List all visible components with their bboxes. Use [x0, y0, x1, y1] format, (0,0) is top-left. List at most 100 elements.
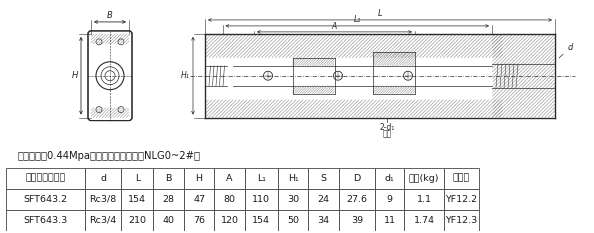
Text: 34: 34	[318, 216, 330, 225]
Bar	[444, 189, 479, 210]
Bar	[308, 168, 339, 189]
Text: H: H	[195, 174, 203, 183]
Text: 80: 80	[223, 195, 235, 204]
Bar	[245, 210, 278, 231]
Text: A: A	[332, 22, 337, 31]
Circle shape	[264, 71, 273, 80]
Bar	[184, 189, 214, 210]
Bar	[85, 168, 121, 189]
Text: 76: 76	[193, 216, 205, 225]
Text: 开启压力：0.44Mpa，使用介质：润滑脴NLG0~2#。: 开启压力：0.44Mpa，使用介质：润滑脴NLG0~2#。	[18, 151, 201, 161]
Bar	[153, 210, 184, 231]
Bar	[205, 34, 503, 58]
Bar	[85, 189, 121, 210]
Bar	[245, 168, 278, 189]
Text: D: D	[353, 174, 361, 183]
FancyBboxPatch shape	[88, 31, 132, 120]
Text: 40: 40	[163, 216, 175, 225]
Text: YF12.2: YF12.2	[446, 195, 478, 204]
Bar	[233, 66, 492, 86]
Text: 154: 154	[128, 195, 146, 204]
Text: B: B	[107, 11, 113, 20]
Text: 47: 47	[193, 195, 205, 204]
Text: 11: 11	[384, 216, 396, 225]
Text: H₁: H₁	[288, 174, 299, 183]
Text: SFT643.3: SFT643.3	[23, 216, 68, 225]
Bar	[6, 168, 85, 189]
Bar	[184, 210, 214, 231]
Bar	[121, 210, 153, 231]
Text: L: L	[135, 174, 140, 183]
Circle shape	[96, 62, 124, 90]
Text: H₁: H₁	[181, 71, 190, 80]
Bar	[492, 34, 555, 118]
Text: 210: 210	[128, 216, 146, 225]
Bar	[405, 189, 444, 210]
Bar	[6, 189, 85, 210]
Text: 对应号: 对应号	[453, 174, 470, 183]
Bar	[444, 210, 479, 231]
Circle shape	[105, 71, 115, 81]
Text: S: S	[321, 174, 327, 183]
Text: 24: 24	[318, 195, 330, 204]
Bar	[405, 210, 444, 231]
Bar	[91, 34, 129, 44]
Text: 28: 28	[163, 195, 175, 204]
Circle shape	[403, 71, 412, 80]
Bar	[373, 52, 415, 66]
Circle shape	[96, 39, 102, 45]
Text: d: d	[559, 43, 573, 58]
Bar	[292, 86, 334, 94]
Bar	[278, 210, 308, 231]
Bar	[308, 210, 339, 231]
Text: SFT643.2: SFT643.2	[23, 195, 68, 204]
Bar	[153, 168, 184, 189]
Bar	[339, 168, 375, 189]
Bar	[375, 189, 405, 210]
Circle shape	[118, 107, 124, 113]
Bar	[91, 108, 129, 118]
Text: Rc3/8: Rc3/8	[90, 195, 116, 204]
Text: 50: 50	[287, 216, 299, 225]
Bar	[278, 168, 308, 189]
Bar	[373, 86, 415, 94]
Bar	[245, 189, 278, 210]
Text: 154: 154	[252, 216, 270, 225]
Bar	[121, 168, 153, 189]
Text: 30: 30	[287, 195, 299, 204]
Text: H: H	[72, 71, 78, 80]
Circle shape	[96, 107, 102, 113]
Text: YF12.3: YF12.3	[446, 216, 478, 225]
Bar	[375, 168, 405, 189]
Bar	[85, 210, 121, 231]
Text: Rc3/4: Rc3/4	[90, 216, 116, 225]
Bar	[444, 168, 479, 189]
Text: d₁: d₁	[385, 174, 394, 183]
Text: B: B	[165, 174, 172, 183]
Circle shape	[101, 67, 119, 85]
Bar	[153, 189, 184, 210]
Bar	[292, 58, 334, 66]
Text: 120: 120	[220, 216, 238, 225]
Text: 1.74: 1.74	[414, 216, 435, 225]
Text: 39: 39	[351, 216, 363, 225]
Text: 27.6: 27.6	[346, 195, 368, 204]
Text: 2-d₁: 2-d₁	[380, 123, 394, 132]
Bar	[375, 210, 405, 231]
Bar	[205, 100, 503, 118]
Circle shape	[333, 71, 343, 80]
Bar	[214, 210, 245, 231]
Text: L₁: L₁	[353, 15, 361, 24]
Bar	[308, 189, 339, 210]
Bar	[339, 189, 375, 210]
Text: 通孔: 通孔	[383, 130, 391, 139]
Text: L₁: L₁	[257, 174, 266, 183]
Text: 1.1: 1.1	[417, 195, 432, 204]
Text: 9: 9	[387, 195, 393, 204]
Bar	[6, 210, 85, 231]
Text: L: L	[378, 9, 383, 18]
Text: 代号（订货号）: 代号（订货号）	[26, 174, 65, 183]
Bar	[278, 189, 308, 210]
Bar	[184, 168, 214, 189]
Circle shape	[118, 39, 124, 45]
